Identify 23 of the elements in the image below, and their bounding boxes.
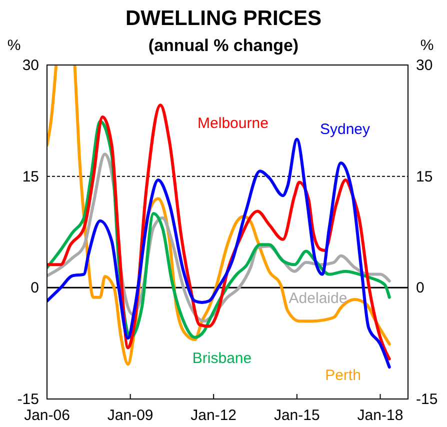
chart-title: DWELLING PRICES [125, 7, 322, 30]
y2-tick-label: -15 [416, 391, 438, 408]
y-tick-label: 15 [22, 168, 39, 186]
line-series [47, 138, 391, 369]
series-label: Melbourne [198, 115, 268, 132]
x-tick-label: Jan-15 [274, 407, 320, 424]
series-label: Brisbane [192, 350, 252, 367]
chart-subtitle: (annual % change) [148, 36, 299, 55]
y-tick-label: 0 [30, 280, 39, 297]
y-tick-label: 30 [22, 57, 39, 74]
x-tick-label: Jan-06 [24, 407, 70, 424]
y-axis-title: % [7, 37, 21, 54]
y2-tick-label: 30 [416, 57, 433, 74]
text: Perth [325, 367, 361, 384]
y2-axis-title: % [420, 37, 434, 54]
y-tick-label: -15 [17, 391, 39, 408]
x-tick-label: Jan-18 [357, 407, 404, 424]
x-tick-label: Jan-09 [107, 407, 154, 424]
series-label: Adelaide [288, 290, 348, 307]
y2-tick-label: 15 [416, 168, 433, 186]
y2-tick-label: 0 [416, 280, 424, 297]
x-tick-label: Jan-12 [190, 407, 237, 424]
series-label: Sydney [320, 121, 371, 138]
